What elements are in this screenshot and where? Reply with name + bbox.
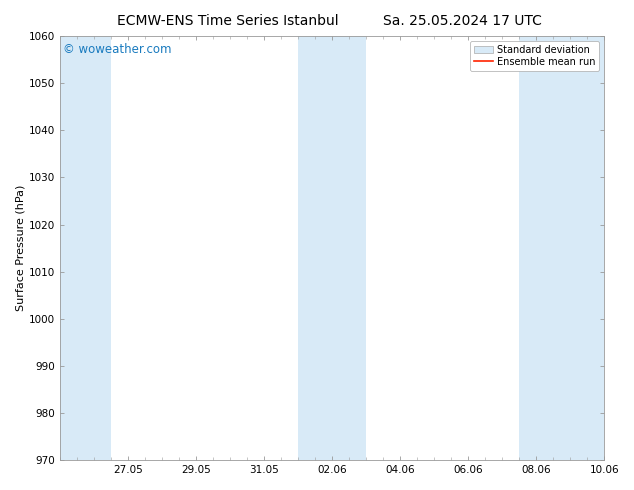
Bar bbox=[60, 36, 112, 460]
Legend: Standard deviation, Ensemble mean run: Standard deviation, Ensemble mean run bbox=[470, 41, 599, 71]
Y-axis label: Surface Pressure (hPa): Surface Pressure (hPa) bbox=[15, 185, 25, 311]
Bar bbox=[298, 36, 366, 460]
Bar bbox=[519, 36, 604, 460]
Text: ECMW-ENS Time Series Istanbul: ECMW-ENS Time Series Istanbul bbox=[117, 14, 339, 28]
Text: © woweather.com: © woweather.com bbox=[63, 43, 172, 55]
Text: Sa. 25.05.2024 17 UTC: Sa. 25.05.2024 17 UTC bbox=[384, 14, 542, 28]
